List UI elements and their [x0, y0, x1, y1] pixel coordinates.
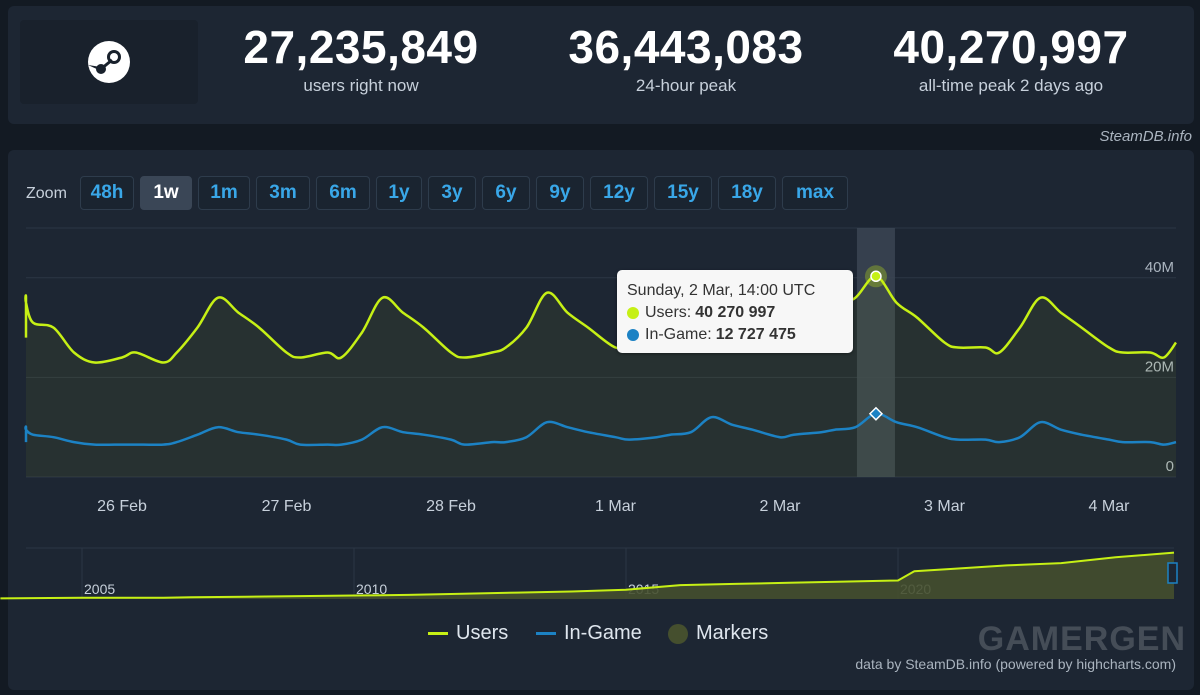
tooltip-users-row: Users: 40 270 997	[627, 304, 775, 322]
stat-label: 24-hour peak	[635, 76, 737, 95]
highcharts-credit[interactable]: data by SteamDB.info (powered by highcha…	[855, 656, 1176, 672]
tooltip-users-value: 40 270 997	[695, 304, 776, 321]
zoom-button-12y[interactable]: 12y	[590, 176, 648, 210]
stats-panel	[8, 6, 1194, 124]
zoom-button-6y[interactable]: 6y	[482, 176, 530, 210]
zoom-button-15y[interactable]: 15y	[654, 176, 712, 210]
zoom-button-18y[interactable]: 18y	[718, 176, 776, 210]
steam-logo[interactable]	[20, 20, 198, 104]
stat-current-users: 27,235,849 users right now	[230, 22, 492, 96]
zoom-button-3y[interactable]: 3y	[428, 176, 476, 210]
zoom-button-6m[interactable]: 6m	[316, 176, 370, 210]
legend-ingame-label: In-Game	[564, 622, 642, 644]
zoom-button-9y[interactable]: 9y	[536, 176, 584, 210]
chart-panel	[8, 150, 1194, 690]
chart-tooltip: Sunday, 2 Mar, 14:00 UTC Users: 40 270 9…	[617, 270, 853, 353]
tooltip-users-label: Users:	[645, 304, 692, 321]
ingame-legend-icon	[536, 632, 556, 635]
stat-label: users right now	[303, 76, 419, 95]
ingame-dot-icon	[627, 329, 639, 341]
zoom-button-1w[interactable]: 1w	[140, 176, 192, 210]
zoom-label: Zoom	[26, 185, 67, 202]
tooltip-title: Sunday, 2 Mar, 14:00 UTC	[627, 282, 816, 299]
steamdb-credit[interactable]: SteamDB.info	[1099, 128, 1192, 145]
tooltip-ingame-row: In-Game: 12 727 475	[627, 326, 796, 344]
legend-users-label: Users	[456, 622, 509, 644]
users-legend-icon	[428, 632, 448, 635]
stat-value: 36,443,083	[568, 21, 804, 73]
legend-ingame[interactable]: In-Game	[536, 622, 642, 645]
markers-legend-icon	[668, 623, 688, 644]
stat-label: all-time peak 2 days ago	[918, 76, 1104, 95]
stat-value: 27,235,849	[243, 21, 479, 73]
stat-all-time-peak: 40,270,997 all-time peak 2 days ago	[880, 22, 1142, 96]
zoom-button-1y[interactable]: 1y	[376, 176, 422, 210]
stat-value: 40,270,997	[893, 21, 1129, 73]
watermark: GAMERGEN	[977, 620, 1186, 658]
steam-logo-icon	[88, 41, 130, 83]
zoom-button-max[interactable]: max	[782, 176, 848, 210]
users-dot-icon	[627, 307, 639, 319]
legend-users[interactable]: Users	[428, 622, 508, 645]
zoom-button-3m[interactable]: 3m	[256, 176, 310, 210]
zoom-button-1m[interactable]: 1m	[198, 176, 250, 210]
legend-markers-label: Markers	[696, 622, 769, 644]
zoom-button-48h[interactable]: 48h	[80, 176, 134, 210]
legend-markers[interactable]: Markers	[668, 622, 768, 645]
tooltip-ingame-label: In-Game:	[645, 326, 712, 343]
tooltip-ingame-value: 12 727 475	[715, 326, 796, 343]
stat-24h-peak: 36,443,083 24-hour peak	[552, 22, 820, 96]
